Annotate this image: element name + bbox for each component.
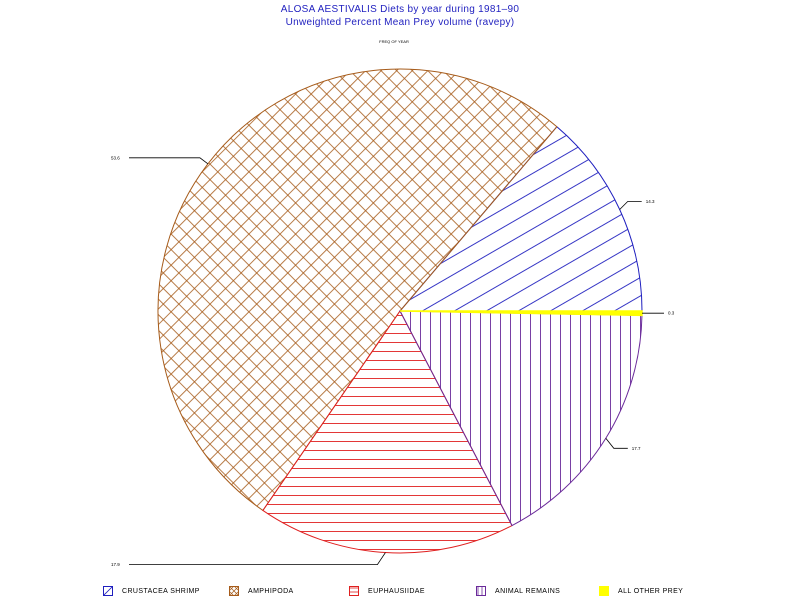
leader-line-euphausiidae xyxy=(129,552,386,565)
leader-line-crustacea-shrimp xyxy=(619,201,642,210)
pie-slice-crustacea-shrimp xyxy=(398,126,643,312)
legend-swatch xyxy=(229,586,239,596)
slice-label-crustacea-shrimp: 14.3 xyxy=(646,199,655,204)
legend-item: EUPHAUSIIDAE xyxy=(349,585,425,597)
legend-swatch xyxy=(103,586,113,596)
pie-slice-animal-remains xyxy=(399,310,643,527)
legend-item: AMPHIPODA xyxy=(229,585,294,597)
legend-swatch xyxy=(476,586,486,596)
chart-subtitle: Unweighted Percent Mean Prey volume (rav… xyxy=(285,17,515,28)
slice-label-all-other-prey: 0.3 xyxy=(668,311,675,316)
legend-swatch xyxy=(599,586,609,596)
slice-label-amphipoda: 53.6 xyxy=(111,155,120,160)
pie-slice-all-other-prey xyxy=(399,310,643,317)
legend-label: CRUSTACEA SHRIMP xyxy=(122,587,200,595)
slice-label-animal-remains: 17.7 xyxy=(632,446,641,451)
legend-label: ANIMAL REMAINS xyxy=(495,587,561,595)
pie-top-label: FREQ OF YEAR xyxy=(379,39,409,44)
legend-item: CRUSTACEA SHRIMP xyxy=(103,585,200,597)
leader-line-amphipoda xyxy=(129,157,209,165)
chart-title: ALOSA AESTIVALIS Diets by year during 19… xyxy=(280,4,520,15)
legend-label: EUPHAUSIIDAE xyxy=(368,587,425,595)
legend-swatch xyxy=(349,586,359,596)
legend-item: ALL OTHER PREY xyxy=(599,585,683,597)
slice-label-euphausiidae: 17.9 xyxy=(111,562,120,567)
leader-line-animal-remains xyxy=(605,438,628,449)
legend-label: AMPHIPODA xyxy=(248,587,294,595)
pie-slice-euphausiidae xyxy=(262,310,513,554)
legend-item: ANIMAL REMAINS xyxy=(476,585,560,597)
legend-label: ALL OTHER PREY xyxy=(618,587,684,595)
chart-legend: CRUSTACEA SHRIMP AMPHIPODA EUPHAUSIIDAE ANI… xyxy=(0,585,800,599)
chart-title-block: ALOSA AESTIVALIS Diets by year during 19… xyxy=(0,3,800,29)
pie-slice-amphipoda xyxy=(157,68,558,512)
